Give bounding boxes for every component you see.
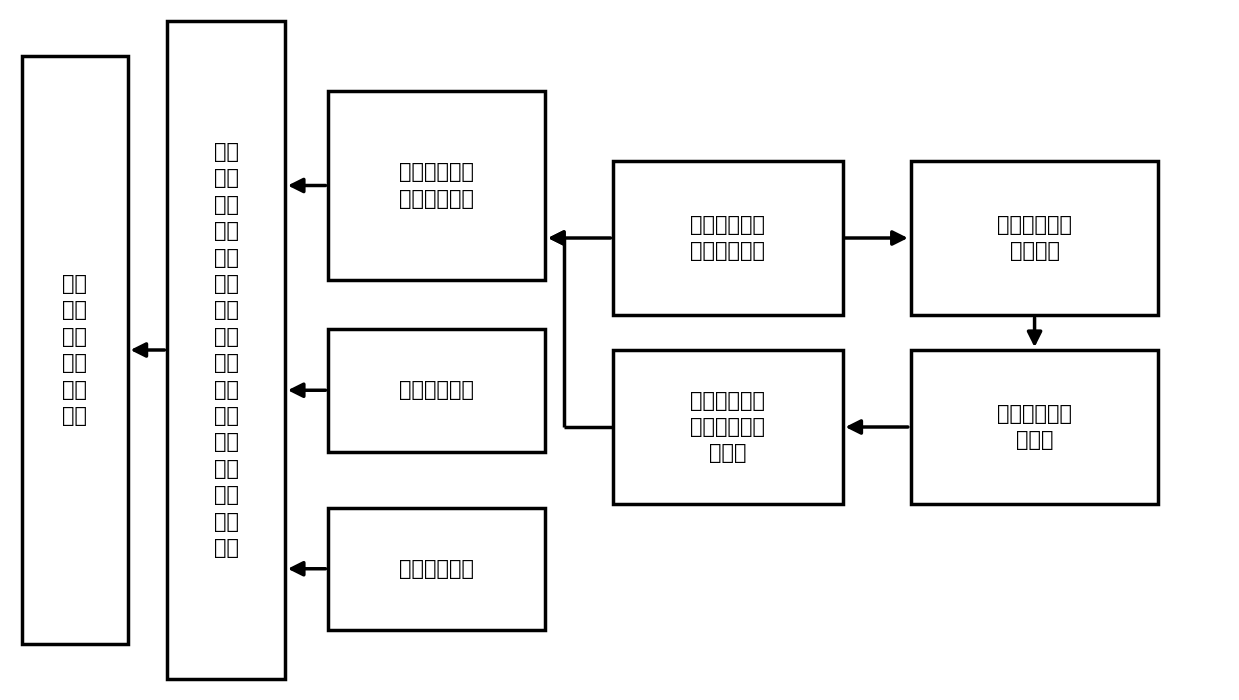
Text: 用户的用电量: 用户的用电量: [399, 380, 475, 400]
Text: 微电
网根
据节
能发
电策
略决
定用
户的
用电
需求
如何
在发
电机
和电
池间
分配: 微电 网根 据节 能发 电策 略决 定用 户的 用电 需求 如何 在发 电机 和…: [213, 142, 239, 558]
Text: 获得
最小
电费
时的
最优
决策: 获得 最小 电费 时的 最优 决策: [62, 274, 88, 426]
Text: 发电机发电量: 发电机发电量: [399, 559, 475, 579]
Bar: [328, 508, 545, 630]
Bar: [328, 91, 545, 280]
Bar: [328, 329, 545, 452]
Bar: [613, 161, 843, 315]
Bar: [911, 350, 1158, 504]
Text: 利用太阳能发
电对电池充电: 利用太阳能发 电对电池充电: [399, 162, 475, 209]
Bar: [613, 350, 843, 504]
Bar: [22, 56, 128, 644]
Text: 鲁棒优化法解
出太阳能实际
利用量: 鲁棒优化法解 出太阳能实际 利用量: [690, 391, 766, 463]
Bar: [167, 21, 285, 679]
Text: 计算均值和二
阶矩信息: 计算均值和二 阶矩信息: [997, 215, 1072, 261]
Text: 定义矩统计不
确定集: 定义矩统计不 确定集: [997, 404, 1072, 450]
Text: 获取太阳能发
电的历史数据: 获取太阳能发 电的历史数据: [690, 215, 766, 261]
Bar: [911, 161, 1158, 315]
